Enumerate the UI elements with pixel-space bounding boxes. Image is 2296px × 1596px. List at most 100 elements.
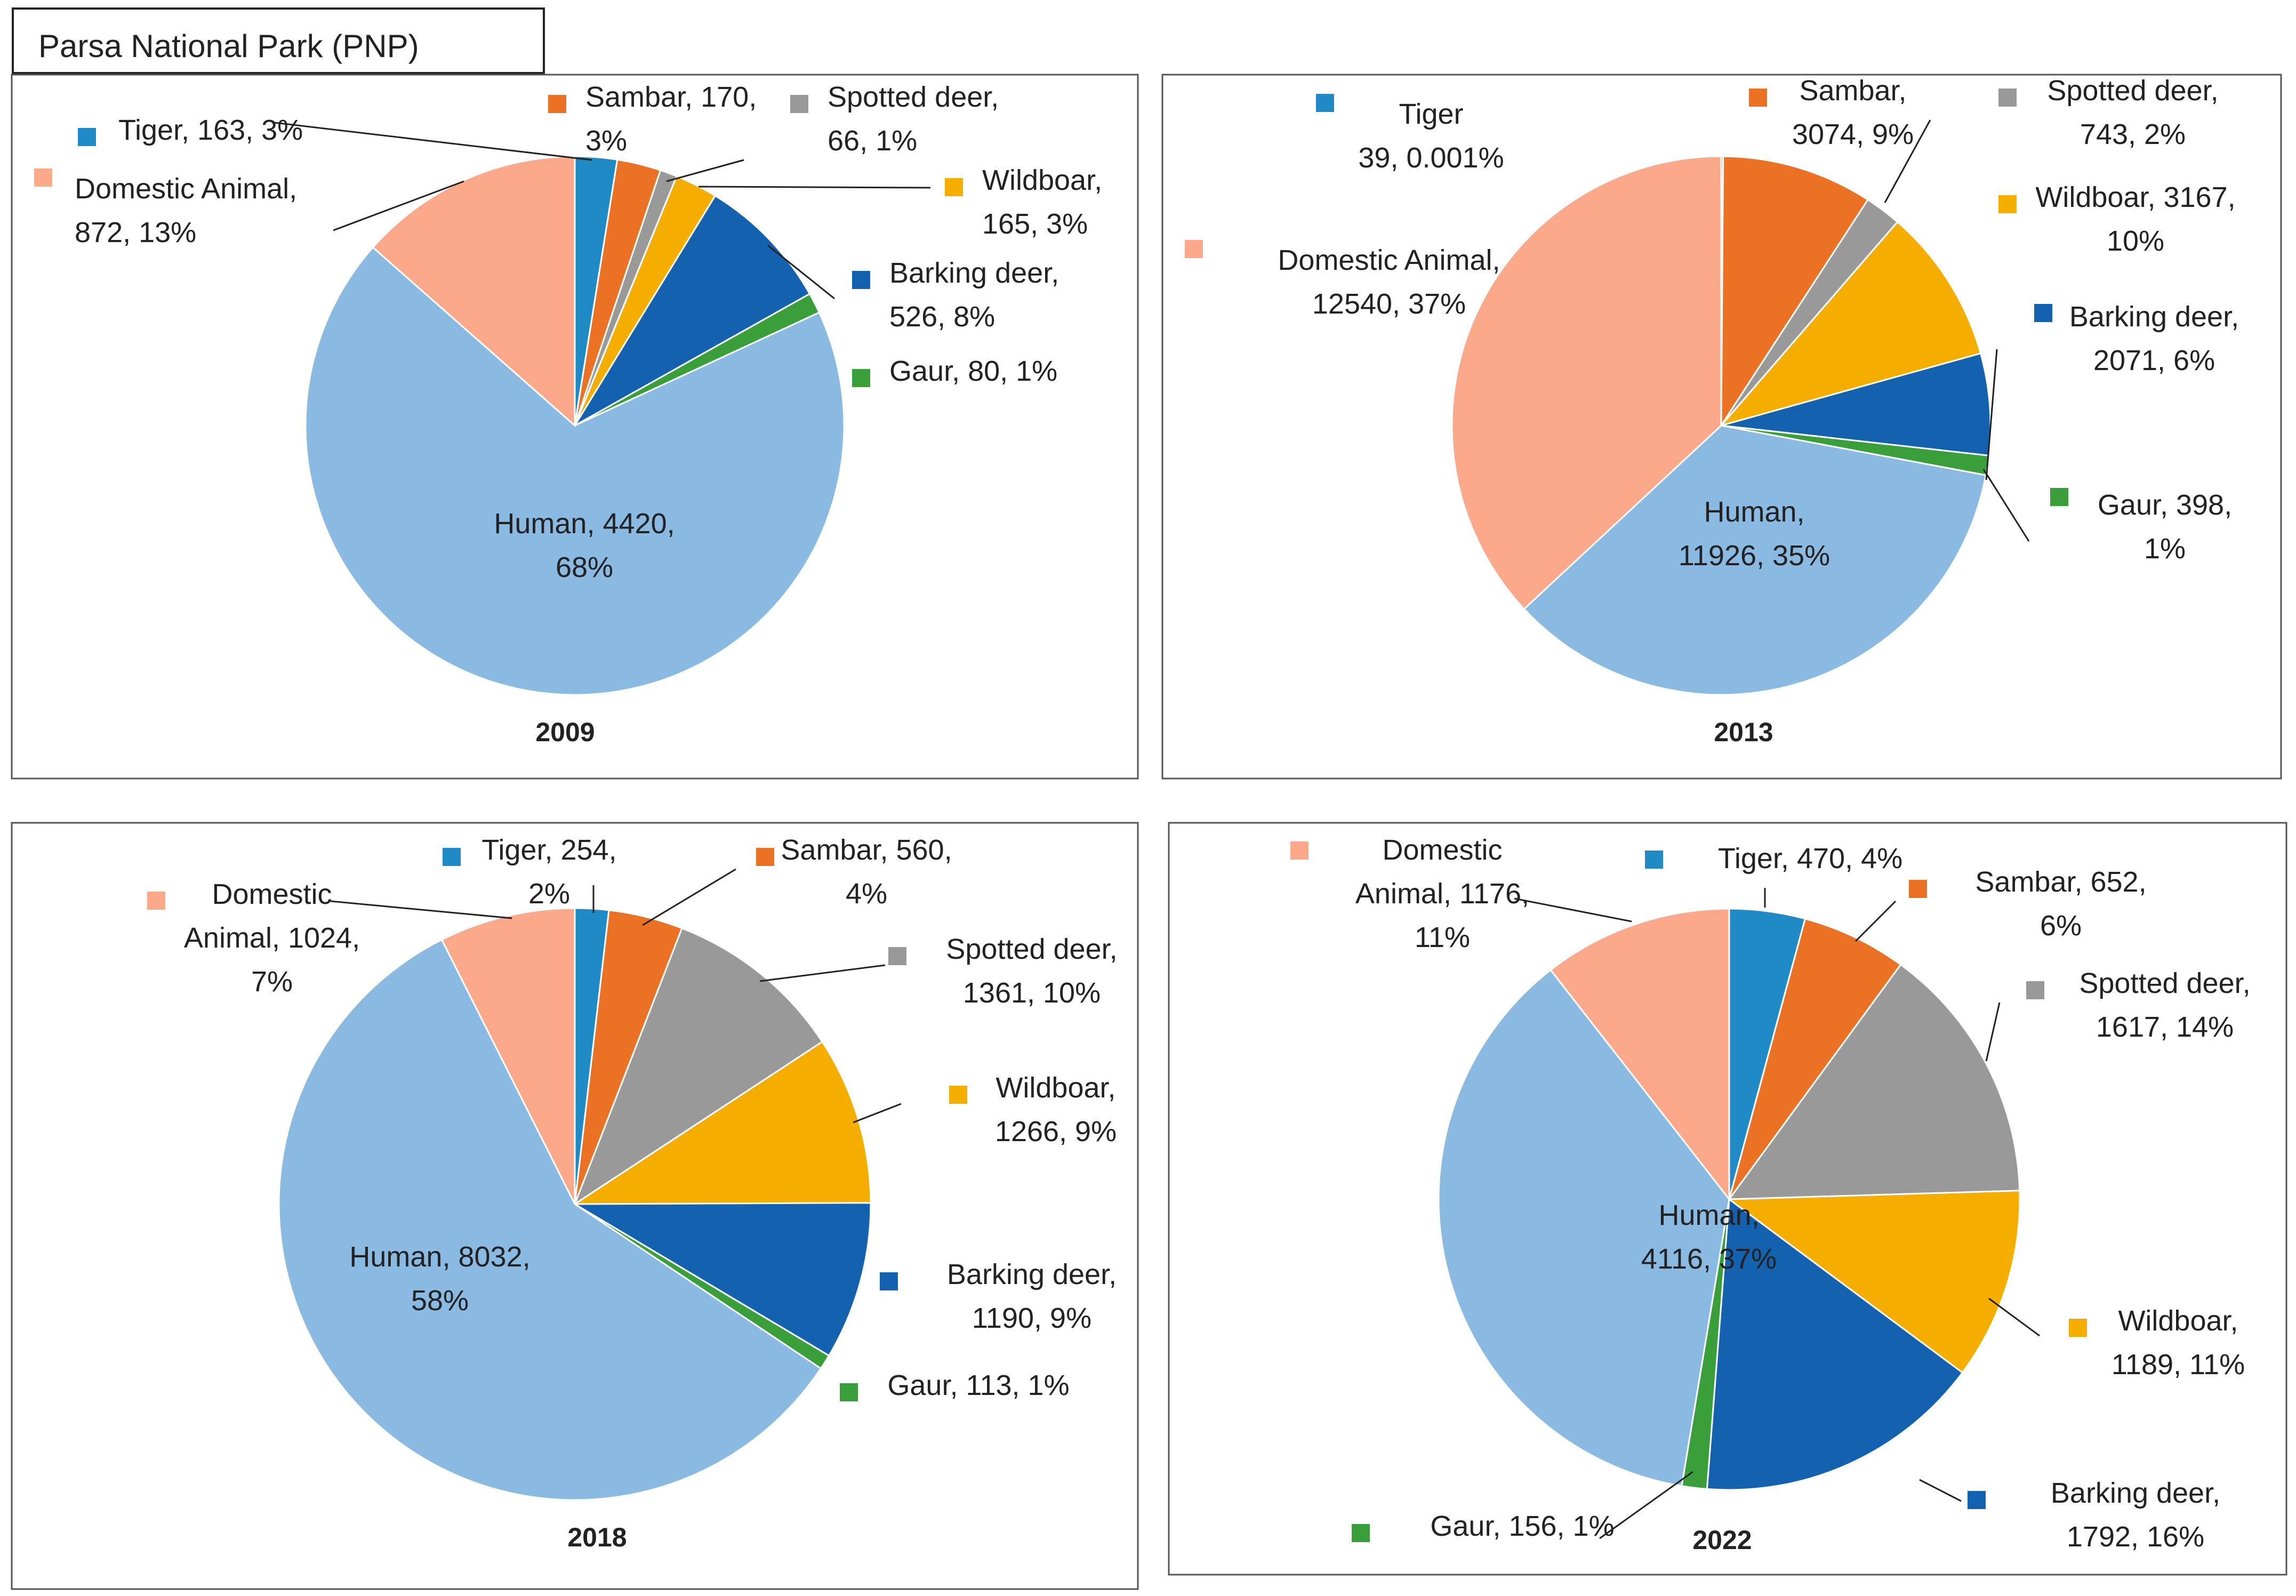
legend-marker-spotted-deer [888,947,906,965]
data-label-spotted-deer: Spotted deer, 1361, 10% [946,933,1117,1009]
data-label-wildboar: Wildboar, 1266, 9% [995,1072,1117,1148]
data-label-gaur: Gaur, 398, 1% [2098,489,2232,565]
data-label-barking-deer: Barking deer, 2071, 6% [2069,301,2239,376]
slice-barking-deer [572,1202,872,1357]
chart-year-label: 2018 [567,1522,627,1552]
leader-line-tiger [274,122,592,161]
legend-marker-tiger [1316,94,1334,112]
data-label-tiger: Tiger, 163, 3% [118,114,303,146]
slice-wildboar [572,1040,872,1205]
slice-domestic-animal [1451,155,1722,611]
data-label-sambar: Sambar, 652, 6% [1975,866,2146,942]
leader-line-gaur [1599,1471,1693,1539]
slice-sambar [1728,918,1902,1200]
data-label-spotted-deer: Spotted deer, 1617, 14% [2079,967,2250,1043]
data-label-human: Human, 11926, 35% [1679,496,1830,572]
leader-line-barking-deer [767,244,835,300]
leader-line-domestic-animal [1514,897,1632,923]
data-label-barking-deer: Barking deer, 1792, 16% [2051,1477,2220,1553]
leader-line-spotted-deer [666,159,744,182]
data-label-human: Human, 4116, 37% [1641,1199,1777,1275]
leader-line-barking-deer [1919,1479,1962,1502]
leader-line-sambar [1855,900,1897,942]
legend-marker-wildboar [949,1086,967,1104]
legend-marker-barking-deer [2034,304,2052,322]
slice-domestic-animal [440,907,576,1205]
leader-line-sambar [642,868,736,926]
leader-line-barking-deer [1985,349,1998,480]
legend-marker-sambar [548,95,566,113]
data-label-gaur: Gaur, 156, 1% [1430,1510,1614,1542]
legend-marker-sambar [1749,89,1767,107]
data-label-wildboar: Wildboar, 1189, 11% [2112,1305,2245,1381]
slice-spotted-deer [573,927,824,1206]
data-label-human: Human, 8032, 58% [349,1241,530,1317]
slice-human [278,939,822,1501]
slice-spotted-deer [1727,963,2021,1200]
legend-marker-tiger [443,848,461,866]
legend-marker-tiger [78,128,96,146]
legend-marker-barking-deer [852,271,870,289]
leader-line-wildboar [853,1103,902,1124]
pie-chart-2022: Tiger, 470, 4% Sambar, 652, 6% Spotted deer… [1168,822,2287,1576]
leader-line-spotted-deer [1884,119,1931,203]
data-label-spotted-deer: Spotted deer, 66, 1% [828,81,999,157]
legend-marker-wildboar [1998,195,2017,213]
chart-year-label: 2009 [535,717,595,747]
slice-human [1523,424,1987,696]
data-label-tiger: Tiger, 470, 4% [1718,843,1902,875]
leader-line-spotted-deer [759,964,886,982]
data-label-tiger: Tiger 39, 0.001% [1358,98,1504,174]
data-label-barking-deer: Barking deer, 526, 8% [889,257,1059,333]
legend-marker-gaur [840,1383,858,1401]
legend-marker-sambar [1909,880,1927,898]
slice-wildboar [1727,1190,2021,1374]
pie-chart-2013: Tiger 39, 0.001% Sambar, 3074, 9% Spotted de… [1161,74,2282,780]
legend-marker-domestic-animal [147,892,165,910]
slice-human [1438,968,1730,1487]
legend-marker-barking-deer [880,1272,898,1290]
leader-line-domestic-animal [330,900,512,919]
leader-line-spotted-deer [1985,1002,2001,1062]
chart-year-label: 2013 [1714,717,1773,747]
data-label-spotted-deer: Spotted deer, 743, 2% [2047,75,2218,150]
data-label-domestic-animal: Domestic Animal, 872, 13% [75,173,297,248]
slice-domestic-animal [1550,908,1730,1202]
slice-sambar [1720,155,1869,429]
legend-marker-wildboar [2069,1319,2087,1337]
data-label-sambar: Sambar, 170, 3% [585,81,757,157]
data-label-domestic-animal: Domestic Animal, 12540, 37% [1278,244,1500,320]
data-label-gaur: Gaur, 113, 1% [887,1369,1069,1401]
legend-marker-domestic-animal [1290,841,1308,860]
legend-marker-sambar [756,848,774,866]
legend-marker-domestic-animal [1185,240,1203,258]
legend-marker-gaur [852,369,870,387]
leader-line-domestic-animal [333,180,464,231]
legend-marker-wildboar [945,178,963,196]
legend-marker-domestic-animal [34,169,52,187]
data-label-sambar: Sambar, 3074, 9% [1792,75,1914,150]
data-label-wildboar: Wildboar, 165, 3% [982,164,1102,240]
leader-line-wildboar [1988,1297,2040,1337]
legend-marker-barking-deer [1968,1491,1986,1509]
leader-line-wildboar [698,186,931,189]
pie-chart-2009: Tiger, 163, 3% Sambar, 170, 3% Spotted deer… [11,74,1139,780]
data-label-gaur: Gaur, 80, 1% [889,355,1057,387]
slice-human [304,246,845,696]
legend-marker-gaur [2050,488,2068,506]
page-title: Parsa National Park (PNP) [38,28,419,64]
legend-marker-spotted-deer [2026,981,2044,999]
chart-year-label: 2022 [1692,1525,1752,1555]
slice-wildboar [1719,221,1982,427]
slice-barking-deer [572,194,811,428]
page-title-box: Parsa National Park (PNP) [12,7,545,74]
slice-domestic-animal [372,155,576,428]
data-label-barking-deer: Barking deer, 1190, 9% [947,1258,1117,1334]
data-label-domestic-animal: Domestic Animal, 1176, 11% [1355,834,1529,953]
slice-barking-deer [1706,1198,1964,1491]
leader-line-gaur [1982,469,2030,542]
data-label-sambar: Sambar, 560, 4% [781,834,952,910]
data-label-wildboar: Wildboar, 3167, 10% [2035,181,2235,257]
legend-marker-tiger [1645,851,1663,869]
